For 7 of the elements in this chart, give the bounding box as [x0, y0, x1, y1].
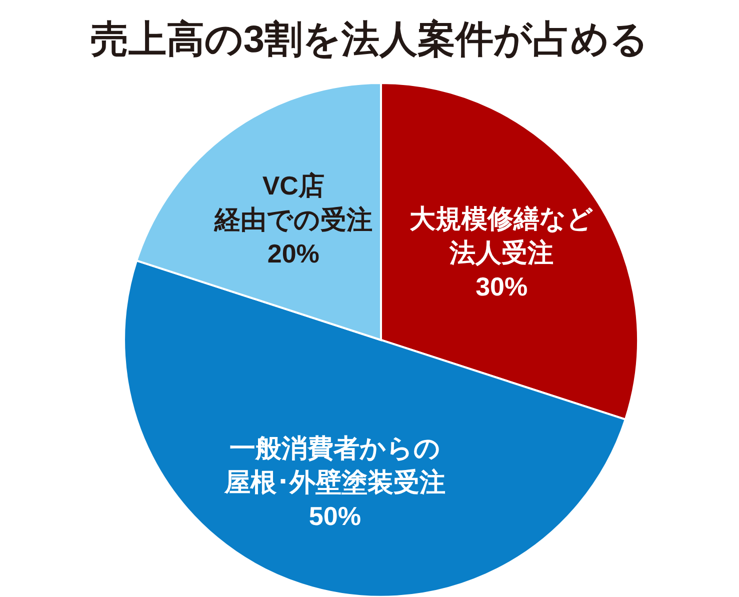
chart-title: 売上高の3割を法人案件が占める	[90, 18, 649, 61]
slice-label: VC店経由での受注	[213, 170, 372, 234]
data-label: 30%	[476, 271, 528, 302]
data-label: 20%	[267, 238, 320, 268]
slice-label: 一般消費者からの屋根･外壁塗装受注	[223, 432, 446, 497]
data-label: 50%	[308, 500, 361, 531]
slice-label: 大規模修繕など法人受注	[410, 203, 594, 268]
